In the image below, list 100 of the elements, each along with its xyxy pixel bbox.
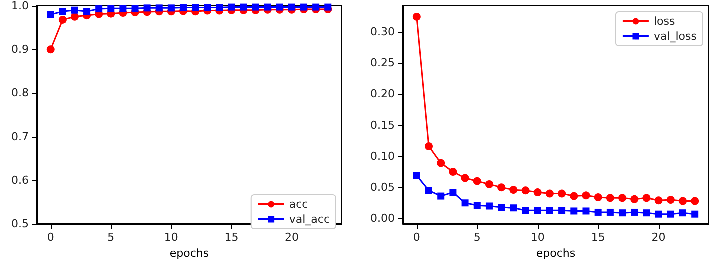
x-tick-label: 15 [591, 231, 606, 244]
point [691, 197, 700, 206]
point [654, 196, 663, 205]
point [47, 11, 54, 18]
point [84, 8, 91, 16]
point [288, 4, 296, 11]
point [108, 5, 115, 12]
point [510, 186, 518, 194]
point [522, 207, 530, 214]
point [606, 194, 614, 202]
point [192, 4, 200, 12]
point [655, 210, 662, 218]
point [144, 4, 151, 12]
point [558, 190, 566, 198]
point [312, 4, 320, 11]
point [679, 197, 687, 206]
legend-label: val_loss [654, 30, 698, 43]
point [228, 4, 236, 11]
point [58, 16, 67, 24]
point [132, 5, 139, 12]
point [474, 202, 481, 210]
point [570, 208, 578, 215]
point [522, 186, 530, 195]
point [425, 142, 434, 150]
point [449, 168, 458, 176]
point [168, 4, 175, 12]
point [59, 8, 66, 16]
x-tick-label: 20 [284, 231, 299, 244]
point [582, 192, 590, 200]
point [180, 4, 187, 12]
x-tick-label: 0 [47, 231, 54, 244]
x-tick-label: 5 [108, 231, 115, 244]
point [666, 196, 675, 204]
point [498, 204, 506, 211]
point [413, 172, 420, 180]
y-tick-label: 0.00 [370, 212, 395, 226]
point [546, 207, 554, 214]
y-tick-label: 0.5 [12, 218, 29, 230]
point [534, 207, 542, 214]
point [619, 210, 626, 217]
point [96, 6, 103, 13]
point [679, 210, 686, 217]
point [473, 177, 482, 186]
y-tick-label: 0.6 [12, 174, 29, 187]
point [240, 4, 248, 11]
point [546, 190, 554, 198]
x-tick-label: 5 [474, 231, 481, 244]
point [412, 12, 421, 21]
point [643, 210, 650, 217]
point [642, 194, 651, 202]
x-tick-label: 10 [164, 231, 178, 244]
point [438, 192, 445, 200]
x-tick-label: 20 [652, 231, 666, 244]
point [485, 180, 494, 188]
x-tick-label: 10 [530, 231, 545, 244]
point [534, 188, 542, 197]
point [71, 6, 78, 14]
point [156, 4, 163, 12]
point [276, 4, 284, 11]
y-tick-label: 0.15 [370, 118, 395, 132]
point [606, 208, 614, 216]
point [450, 189, 457, 196]
point [437, 159, 446, 168]
y-tick-label: 0.8 [12, 86, 29, 100]
point [426, 187, 433, 194]
y-tick-label: 0.05 [370, 181, 395, 194]
point [462, 200, 469, 207]
y-tick-label: 0.7 [12, 130, 29, 144]
point [204, 4, 212, 12]
point [252, 4, 260, 11]
point [498, 184, 506, 192]
legend-label: val_acc [289, 213, 330, 226]
point [631, 208, 638, 216]
point [582, 208, 590, 215]
point [486, 202, 493, 210]
y-tick-label: 0.10 [370, 150, 395, 163]
legend-label: loss [654, 15, 676, 28]
point [46, 46, 55, 54]
x-tick-label: 15 [224, 231, 239, 244]
y-tick-label: 0.20 [370, 88, 395, 101]
point [630, 195, 639, 204]
point [558, 207, 566, 214]
point [70, 12, 79, 21]
point [216, 4, 224, 12]
point [618, 194, 627, 202]
x-axis-title: epochs [536, 246, 576, 260]
x-tick-label: 0 [413, 231, 420, 244]
point [570, 192, 578, 200]
legend-label: acc [289, 198, 308, 211]
point [300, 4, 308, 11]
point [510, 204, 518, 212]
point [667, 210, 674, 218]
point [594, 194, 602, 202]
point [692, 210, 699, 218]
y-tick-label: 0.25 [370, 56, 395, 70]
point [461, 174, 470, 182]
y-tick-label: 1.0 [12, 0, 29, 12]
x-axis-title: epochs [170, 246, 210, 260]
point [594, 208, 602, 216]
point [264, 4, 272, 11]
